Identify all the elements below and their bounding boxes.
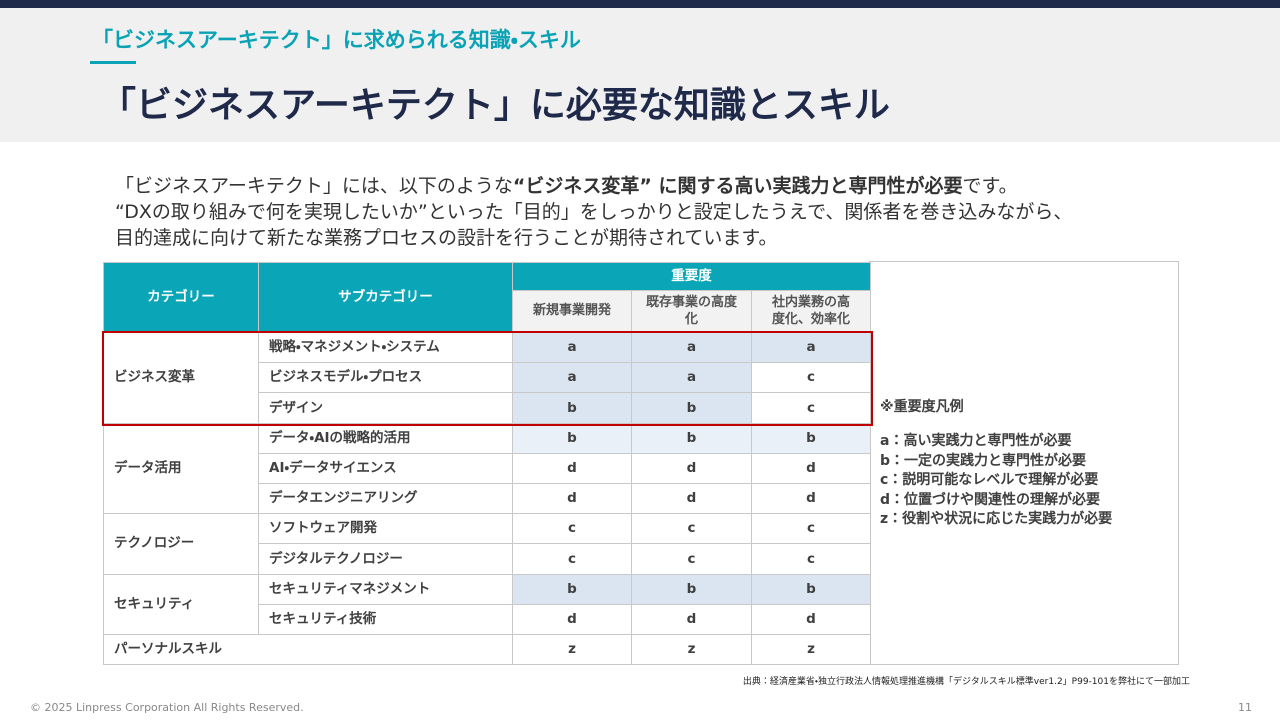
legend-item: a：高い実践力と専門性が必要	[880, 433, 1072, 449]
subtitle-underline	[90, 61, 136, 64]
subheader-cell: 社内業務の高度化、効率化	[751, 290, 871, 333]
value-cell: d	[512, 452, 632, 484]
value-cell: d	[512, 483, 632, 515]
source-note: 出典：経済産業省・独立行政法人情報処理推進機構「デジタルスキル標準ver1.2」…	[742, 677, 1190, 687]
emphasis: “ビジネス変革” に関する高い実践力と専門性が必要	[512, 175, 963, 197]
top-bar	[0, 0, 1280, 8]
value-cell: d	[751, 452, 871, 484]
value-cell: d	[631, 603, 752, 635]
value-cell: c	[512, 543, 632, 575]
subheader-cell: 既存事業の高度化	[631, 290, 752, 333]
category-cell: テクノロジー	[103, 513, 259, 575]
value-cell: z	[512, 634, 632, 666]
legend-list: a：高い実践力と専門性が必要 b：一定の実践力と専門性が必要 c：説明可能なレベルで…	[880, 432, 1112, 530]
subcategory-cell: ビジネスモデル・プロセス	[258, 362, 513, 394]
value-cell: c	[751, 513, 871, 545]
legend-item: d：位置づけや関連性の理解が必要	[880, 491, 1101, 508]
category-cell: ビジネス変革	[103, 332, 259, 424]
value-cell: d	[751, 603, 871, 635]
copyright: © 2025 Linpress Corporation All Rights R…	[30, 701, 304, 714]
value-cell: d	[751, 483, 871, 515]
intro-line: “DXの取り組みで何を実現したいか”といった「目的」をしっかりと設定したうえで、…	[115, 201, 1073, 223]
category-cell: データ活用	[103, 422, 259, 515]
subcategory-cell: データ・AIの戦略的活用	[258, 422, 513, 454]
highlight-box	[102, 331, 873, 426]
subheader-cell: 新規事業開発	[512, 290, 632, 333]
category-cell: セキュリティ	[103, 573, 259, 635]
value-cell: c	[512, 513, 632, 545]
value-cell: z	[631, 634, 752, 666]
header-cell: カテゴリー	[103, 262, 259, 333]
value-cell: d	[631, 483, 752, 515]
value-cell: d	[512, 603, 632, 635]
intro-line: 目的達成に向けて新たな業務プロセスの設計を行うことが期待されています。	[115, 227, 778, 249]
text: です。	[962, 175, 1018, 197]
legend-item: b：一定の実践力と専門性が必要	[880, 452, 1087, 469]
value-cell: b	[751, 573, 871, 605]
subcategory-cell: AI・データサイエンス	[258, 452, 513, 484]
legend-item: z：役割や状況に応じた実践力が必要	[880, 511, 1113, 527]
subcategory-cell: デジタルテクノロジー	[258, 543, 513, 575]
value-cell: c	[631, 513, 752, 545]
subcategory-cell: ソフトウェア開発	[258, 513, 513, 545]
header-band	[0, 8, 1280, 142]
header-cell: 重要度	[512, 262, 871, 291]
subcategory-cell: セキュリティマネジメント	[258, 573, 513, 605]
subtitle: 「ビジネスアーキテクト」に求められる知識・スキル	[92, 28, 581, 52]
subcategory-cell: セキュリティ技術	[258, 603, 513, 635]
legend-title: ※重要度凡例	[880, 399, 964, 415]
value-cell: c	[751, 543, 871, 575]
category-cell: パーソナルスキル	[103, 634, 513, 666]
subcategory-cell: デザイン	[258, 392, 513, 424]
value-cell: z	[751, 634, 871, 666]
value-cell: a	[512, 362, 632, 394]
value-cell: d	[631, 452, 752, 484]
page-number: 11	[1238, 701, 1252, 714]
subcategory-cell: データエンジニアリング	[258, 483, 513, 515]
value-cell: c	[751, 392, 871, 424]
intro-line: 「ビジネスアーキテクト」には、以下のような“ビジネス変革” に関する高い実践力と…	[115, 171, 1018, 198]
value-cell: b	[512, 573, 632, 605]
title: 「ビジネスアーキテクト」に必要な知識とスキル	[100, 85, 890, 126]
value-cell: b	[631, 573, 752, 605]
text: 「ビジネスアーキテクト」には、以下のような	[115, 175, 513, 197]
value-cell: b	[512, 422, 632, 454]
header-cell: サブカテゴリー	[258, 262, 513, 333]
value-cell: c	[631, 543, 752, 575]
legend-item: c：説明可能なレベルで理解が必要	[880, 472, 1099, 488]
value-cell: b	[631, 422, 752, 454]
value-cell: b	[751, 422, 871, 454]
